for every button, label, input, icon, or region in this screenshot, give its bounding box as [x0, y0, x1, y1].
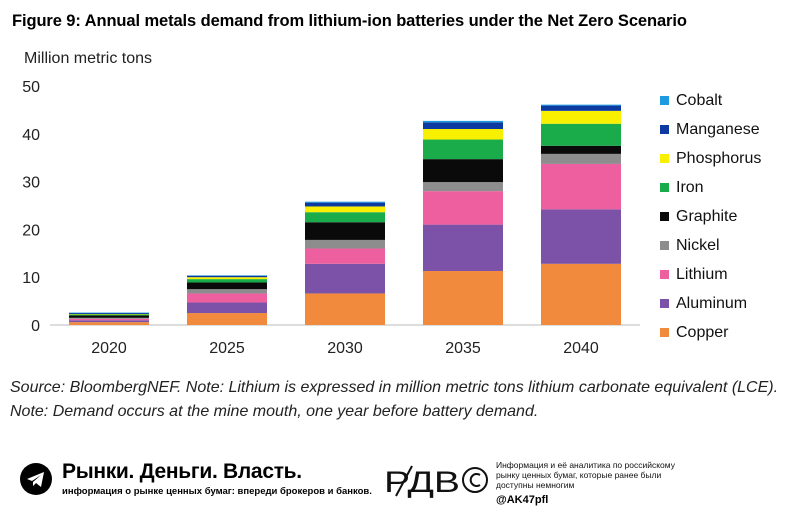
legend-label: Iron — [676, 178, 704, 196]
bar-cobalt-2035 — [423, 120, 503, 123]
y-tick-label: 0 — [31, 318, 40, 335]
legend-item-nickel: Nickel — [660, 231, 800, 260]
bar-phosphorus-2025 — [187, 277, 267, 280]
legend-item-iron: Iron — [660, 173, 800, 202]
chart-title: Figure 9: Annual metals demand from lith… — [12, 12, 687, 30]
chart-legend: Cobalt Manganese Phosphorus Iron Graphite Nic… — [660, 86, 800, 347]
legend-label: Cobalt — [676, 91, 723, 109]
legend-label: Nickel — [676, 236, 720, 254]
legend-label: Phosphorus — [676, 149, 762, 167]
bar-iron-2030 — [305, 212, 385, 223]
x-tick-label: 2030 — [327, 340, 363, 357]
bar-graphite-2040 — [541, 145, 621, 154]
bar-cobalt-2040 — [541, 104, 621, 106]
legend-label: Graphite — [676, 207, 738, 225]
legend-swatch — [660, 328, 669, 337]
bar-nickel-2035 — [423, 182, 503, 192]
bar-iron-2035 — [423, 139, 503, 160]
svg-text:РДВ: РДВ — [384, 466, 460, 499]
legend-item-manganese: Manganese — [660, 115, 800, 144]
bar-aluminum-2020 — [69, 320, 149, 323]
telegram-icon[interactable] — [20, 462, 52, 495]
y-tick-label: 10 — [22, 270, 40, 287]
pvb-logo-icon: РДВ — [384, 465, 488, 499]
bar-cobalt-2030 — [305, 201, 385, 203]
bar-copper-2020 — [69, 322, 149, 325]
y-axis-label: Million metric tons — [24, 50, 153, 67]
footer-channel: РДВ Информация и её аналитика по российс… — [382, 460, 696, 506]
bar-aluminum-2035 — [423, 224, 503, 271]
legend-label: Copper — [676, 323, 729, 341]
y-tick-label: 20 — [22, 222, 40, 239]
bar-iron-2025 — [187, 279, 267, 283]
legend-swatch — [660, 96, 669, 105]
legend-item-cobalt: Cobalt — [660, 86, 800, 115]
bar-nickel-2025 — [187, 289, 267, 294]
bar-copper-2035 — [423, 270, 503, 325]
x-tick-label: 2035 — [445, 340, 481, 357]
legend-label: Lithium — [676, 265, 728, 283]
legend-swatch — [660, 241, 669, 250]
bar-manganese-2025 — [187, 275, 267, 278]
legend-swatch — [660, 154, 669, 163]
legend-swatch — [660, 212, 669, 221]
brand-subtitle: информация о рынке ценных бумаг: впереди… — [62, 486, 372, 497]
bar-phosphorus-2035 — [423, 129, 503, 140]
legend-swatch — [660, 125, 669, 134]
x-tick-label: 2040 — [563, 340, 599, 357]
legend-label: Manganese — [676, 120, 760, 138]
bar-graphite-2035 — [423, 159, 503, 183]
bar-lithium-2040 — [541, 163, 621, 210]
channel-info-text: Информация и её аналитика по российскому… — [496, 460, 675, 490]
bar-graphite-2025 — [187, 282, 267, 290]
bar-phosphorus-2040 — [541, 110, 621, 124]
bar-graphite-2020 — [69, 315, 149, 318]
bar-lithium-2030 — [305, 248, 385, 264]
legend-swatch — [660, 270, 669, 279]
source-note: Source: BloombergNEF. Note: Lithium is e… — [10, 379, 779, 420]
legend-item-graphite: Graphite — [660, 202, 800, 231]
legend-item-copper: Copper — [660, 318, 800, 347]
bar-manganese-2020 — [69, 313, 149, 315]
bar-aluminum-2030 — [305, 263, 385, 294]
legend-swatch — [660, 183, 669, 192]
bar-aluminum-2025 — [187, 302, 267, 314]
x-tick-label: 2025 — [209, 340, 245, 357]
bar-lithium-2025 — [187, 293, 267, 303]
y-tick-label: 40 — [22, 127, 40, 144]
legend-item-lithium: Lithium — [660, 260, 800, 289]
bar-nickel-2020 — [69, 317, 149, 319]
bar-lithium-2020 — [69, 318, 149, 321]
bar-copper-2030 — [305, 293, 385, 325]
footer-brand: Рынки. Деньги. Власть. информация о рынк… — [20, 460, 372, 497]
channel-handle[interactable]: @AK47pfl — [496, 494, 549, 506]
legend-swatch — [660, 299, 669, 308]
bar-phosphorus-2030 — [305, 206, 385, 213]
bar-manganese-2040 — [541, 105, 621, 111]
bar-copper-2025 — [187, 313, 267, 325]
x-tick-label: 2020 — [91, 340, 127, 357]
legend-item-phosphorus: Phosphorus — [660, 144, 800, 173]
bar-copper-2040 — [541, 263, 621, 325]
bar-nickel-2040 — [541, 153, 621, 164]
legend-item-aluminum: Aluminum — [660, 289, 800, 318]
bar-nickel-2030 — [305, 239, 385, 249]
y-tick-label: 30 — [22, 175, 40, 192]
bar-aluminum-2040 — [541, 209, 621, 264]
y-tick-label: 50 — [22, 79, 40, 96]
legend-label: Aluminum — [676, 294, 748, 312]
bar-iron-2020 — [69, 314, 149, 316]
bar-lithium-2035 — [423, 191, 503, 225]
bar-manganese-2030 — [305, 202, 385, 207]
brand-title: Рынки. Деньги. Власть. — [62, 460, 302, 483]
bar-graphite-2030 — [305, 222, 385, 240]
bar-manganese-2035 — [423, 122, 503, 130]
bar-iron-2040 — [541, 123, 621, 146]
